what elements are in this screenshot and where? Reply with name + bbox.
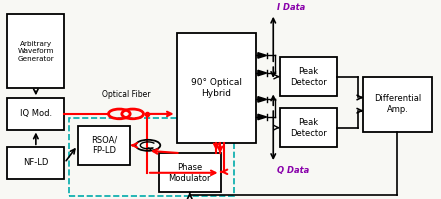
FancyBboxPatch shape [78,126,131,165]
FancyBboxPatch shape [7,98,64,130]
Text: NF-LD: NF-LD [23,158,49,168]
Text: Peak
Detector: Peak Detector [290,118,327,138]
Text: Differential
Amp.: Differential Amp. [374,94,421,114]
Text: Phase
Modulator: Phase Modulator [168,163,211,183]
Text: 90° Optical
Hybrid: 90° Optical Hybrid [191,78,242,99]
FancyBboxPatch shape [176,33,256,143]
Polygon shape [258,70,267,76]
Polygon shape [258,97,267,102]
Text: Peak
Detector: Peak Detector [290,67,327,87]
Text: Optical Fiber: Optical Fiber [102,90,150,99]
FancyBboxPatch shape [363,77,431,132]
FancyBboxPatch shape [159,153,220,192]
Polygon shape [258,114,267,120]
FancyBboxPatch shape [280,108,337,147]
Text: RSOA/
FP-LD: RSOA/ FP-LD [91,135,117,155]
Text: I Data: I Data [277,3,305,12]
Text: Arbitrary
Waveform
Generator: Arbitrary Waveform Generator [18,41,54,62]
FancyBboxPatch shape [7,147,64,179]
Text: Q Data: Q Data [277,166,309,175]
FancyBboxPatch shape [7,14,64,88]
Text: IQ Mod.: IQ Mod. [20,109,52,118]
FancyBboxPatch shape [280,57,337,96]
Polygon shape [258,53,267,58]
